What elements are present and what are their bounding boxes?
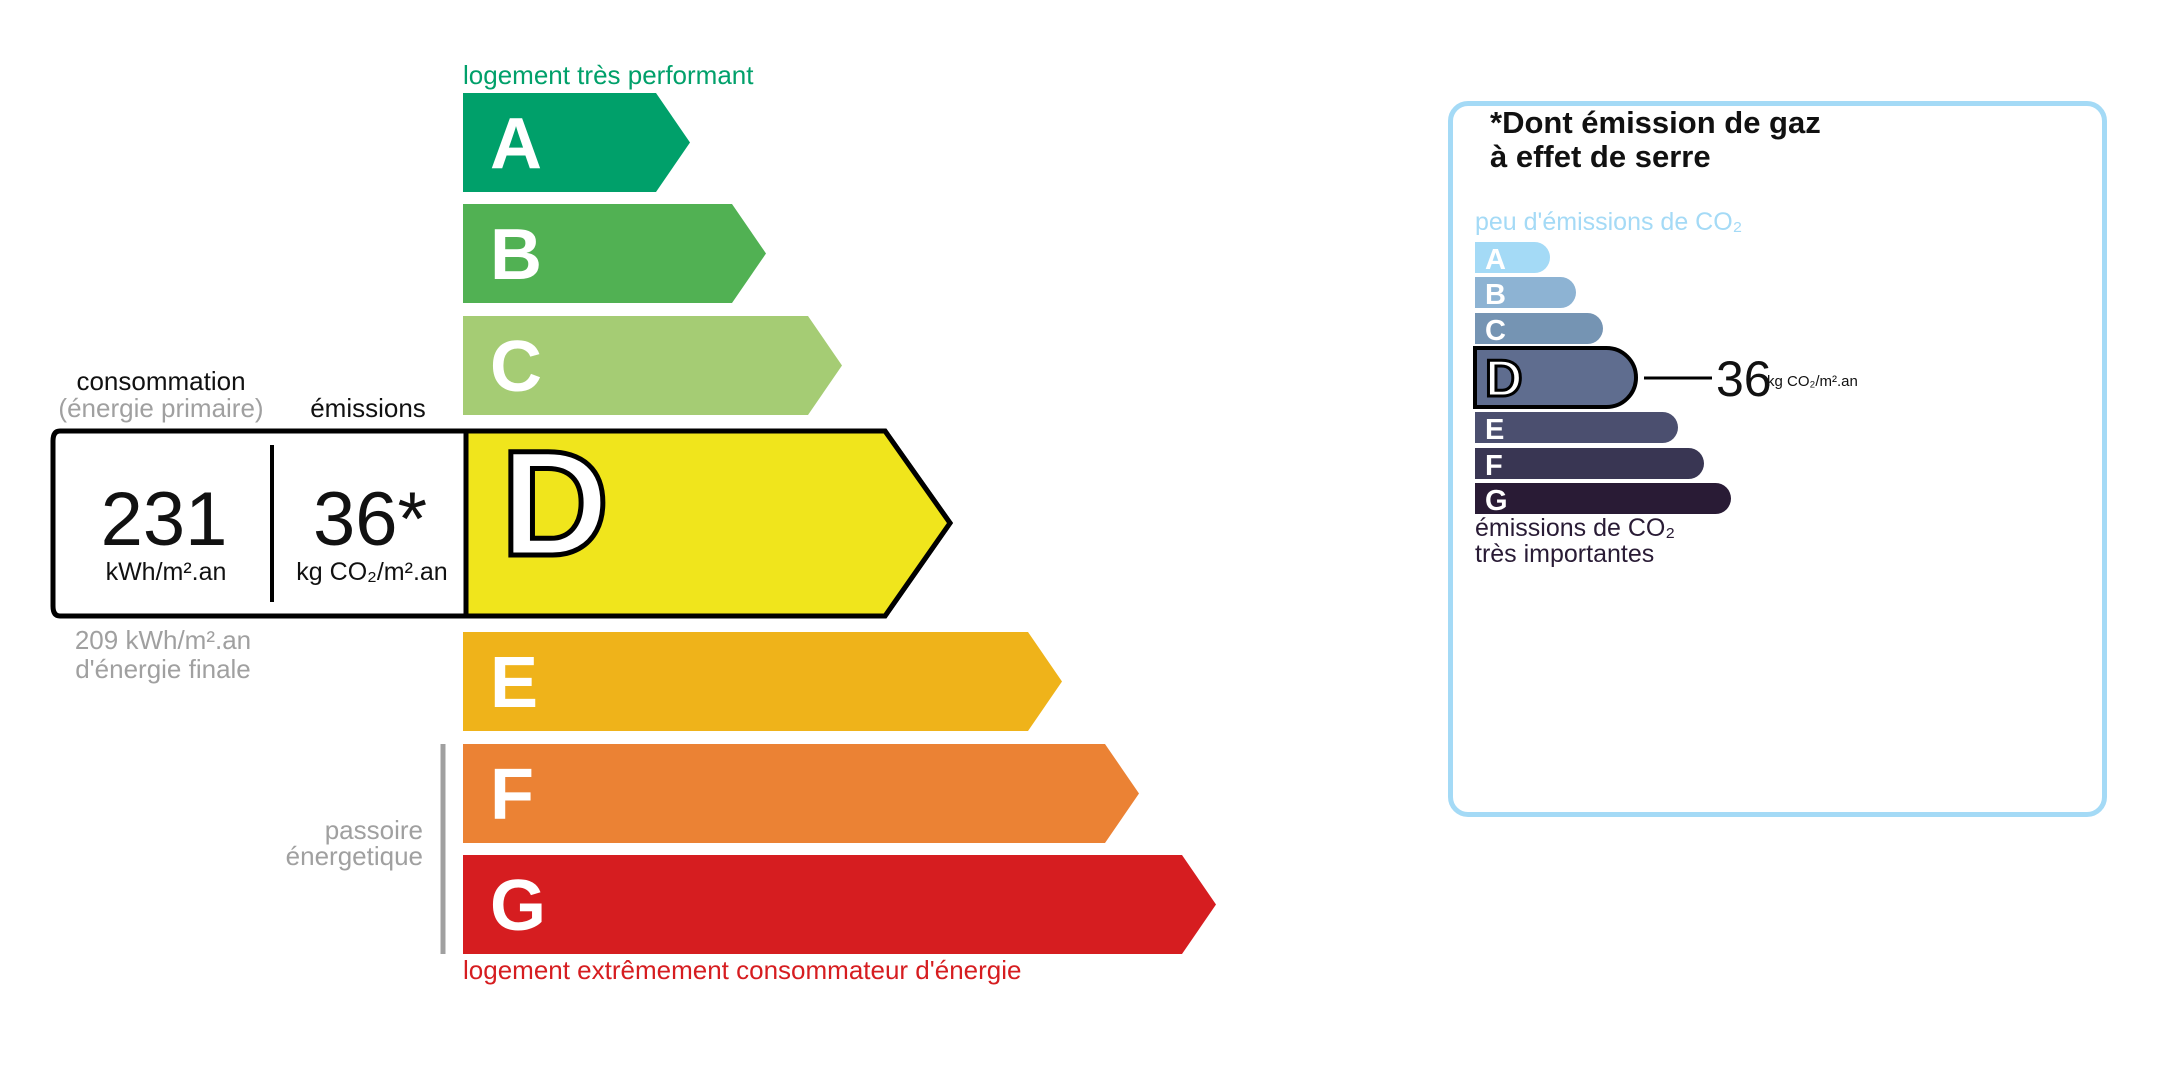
consumption-unit: kWh/m².an [105, 558, 227, 586]
consumption-subheader: (énergie primaire) [58, 393, 264, 423]
ghg-bar-g [1475, 483, 1731, 514]
energy-bar-f [463, 744, 1139, 843]
energy-bar-e [463, 632, 1062, 731]
ghg-bar-d [1473, 346, 1638, 409]
ghg-bar-c [1475, 313, 1603, 344]
energy-letter-e: E [490, 643, 538, 723]
energy-letter-a: A [490, 104, 542, 184]
energy-bar-b [463, 204, 766, 303]
ghg-unit: kg CO₂/m².an [1767, 373, 1858, 390]
energy-letter-g: G [490, 866, 546, 946]
consumption-header: consommation [76, 366, 246, 396]
ghg-bar-f [1475, 448, 1704, 479]
ghg-bottom-caption-1: émissions de CO₂ [1475, 514, 1676, 542]
emissions-header: émissions [310, 393, 426, 423]
ghg-letter-g: G [1485, 485, 1508, 517]
ghg-bar-b [1475, 277, 1576, 308]
ghg-letter-b: B [1485, 279, 1506, 311]
ghg-bar-e [1475, 412, 1678, 443]
energy-letter-b: B [490, 215, 542, 295]
bottom-caption: logement extrêmement consommateur d'éner… [463, 955, 1022, 985]
energy-bar-g [463, 855, 1216, 954]
energy-bar-d [463, 428, 954, 619]
ghg-letter-c: C [1485, 315, 1506, 347]
ghg-letter-d: D [1485, 350, 1523, 408]
ghg-bottom-caption: émissions de CO₂ très importantes [1475, 515, 1675, 567]
ghg-letter-f: F [1485, 450, 1503, 482]
energy-letter-d: D [501, 419, 609, 587]
final-energy-label: d'énergie finale [75, 654, 251, 684]
emissions-value: 36* [312, 477, 428, 562]
ghg-letter-a: A [1485, 244, 1506, 276]
ghg-value: 36 [1716, 351, 1772, 407]
ghg-bar-a [1475, 242, 1550, 273]
top-caption: logement très performant [463, 60, 754, 90]
passoire-label-2: énergetique [285, 841, 423, 871]
final-energy-value: 209 kWh/m².an [74, 625, 252, 655]
ghg-letter-e: E [1485, 414, 1504, 446]
energy-letter-c: C [490, 327, 542, 407]
ghg-top-caption: peu d'émissions de CO₂ [1475, 208, 1743, 236]
energy-bar-a [463, 93, 690, 192]
energy-letter-f: F [490, 755, 534, 835]
ghg-title-line2: à effet de serre [1490, 139, 1711, 174]
ghg-label-box [1448, 101, 2107, 817]
ghg-bottom-caption-2: très importantes [1475, 540, 1655, 568]
energy-bar-c [463, 316, 842, 415]
ghg-title: *Dont émission de gaz à effet de serre [1490, 106, 1821, 174]
consumption-value: 231 [100, 477, 228, 562]
passoire-label-1: passoire [324, 815, 423, 845]
ghg-title-line1: *Dont émission de gaz [1490, 105, 1821, 140]
emissions-unit: kg CO₂/m².an [296, 558, 448, 586]
